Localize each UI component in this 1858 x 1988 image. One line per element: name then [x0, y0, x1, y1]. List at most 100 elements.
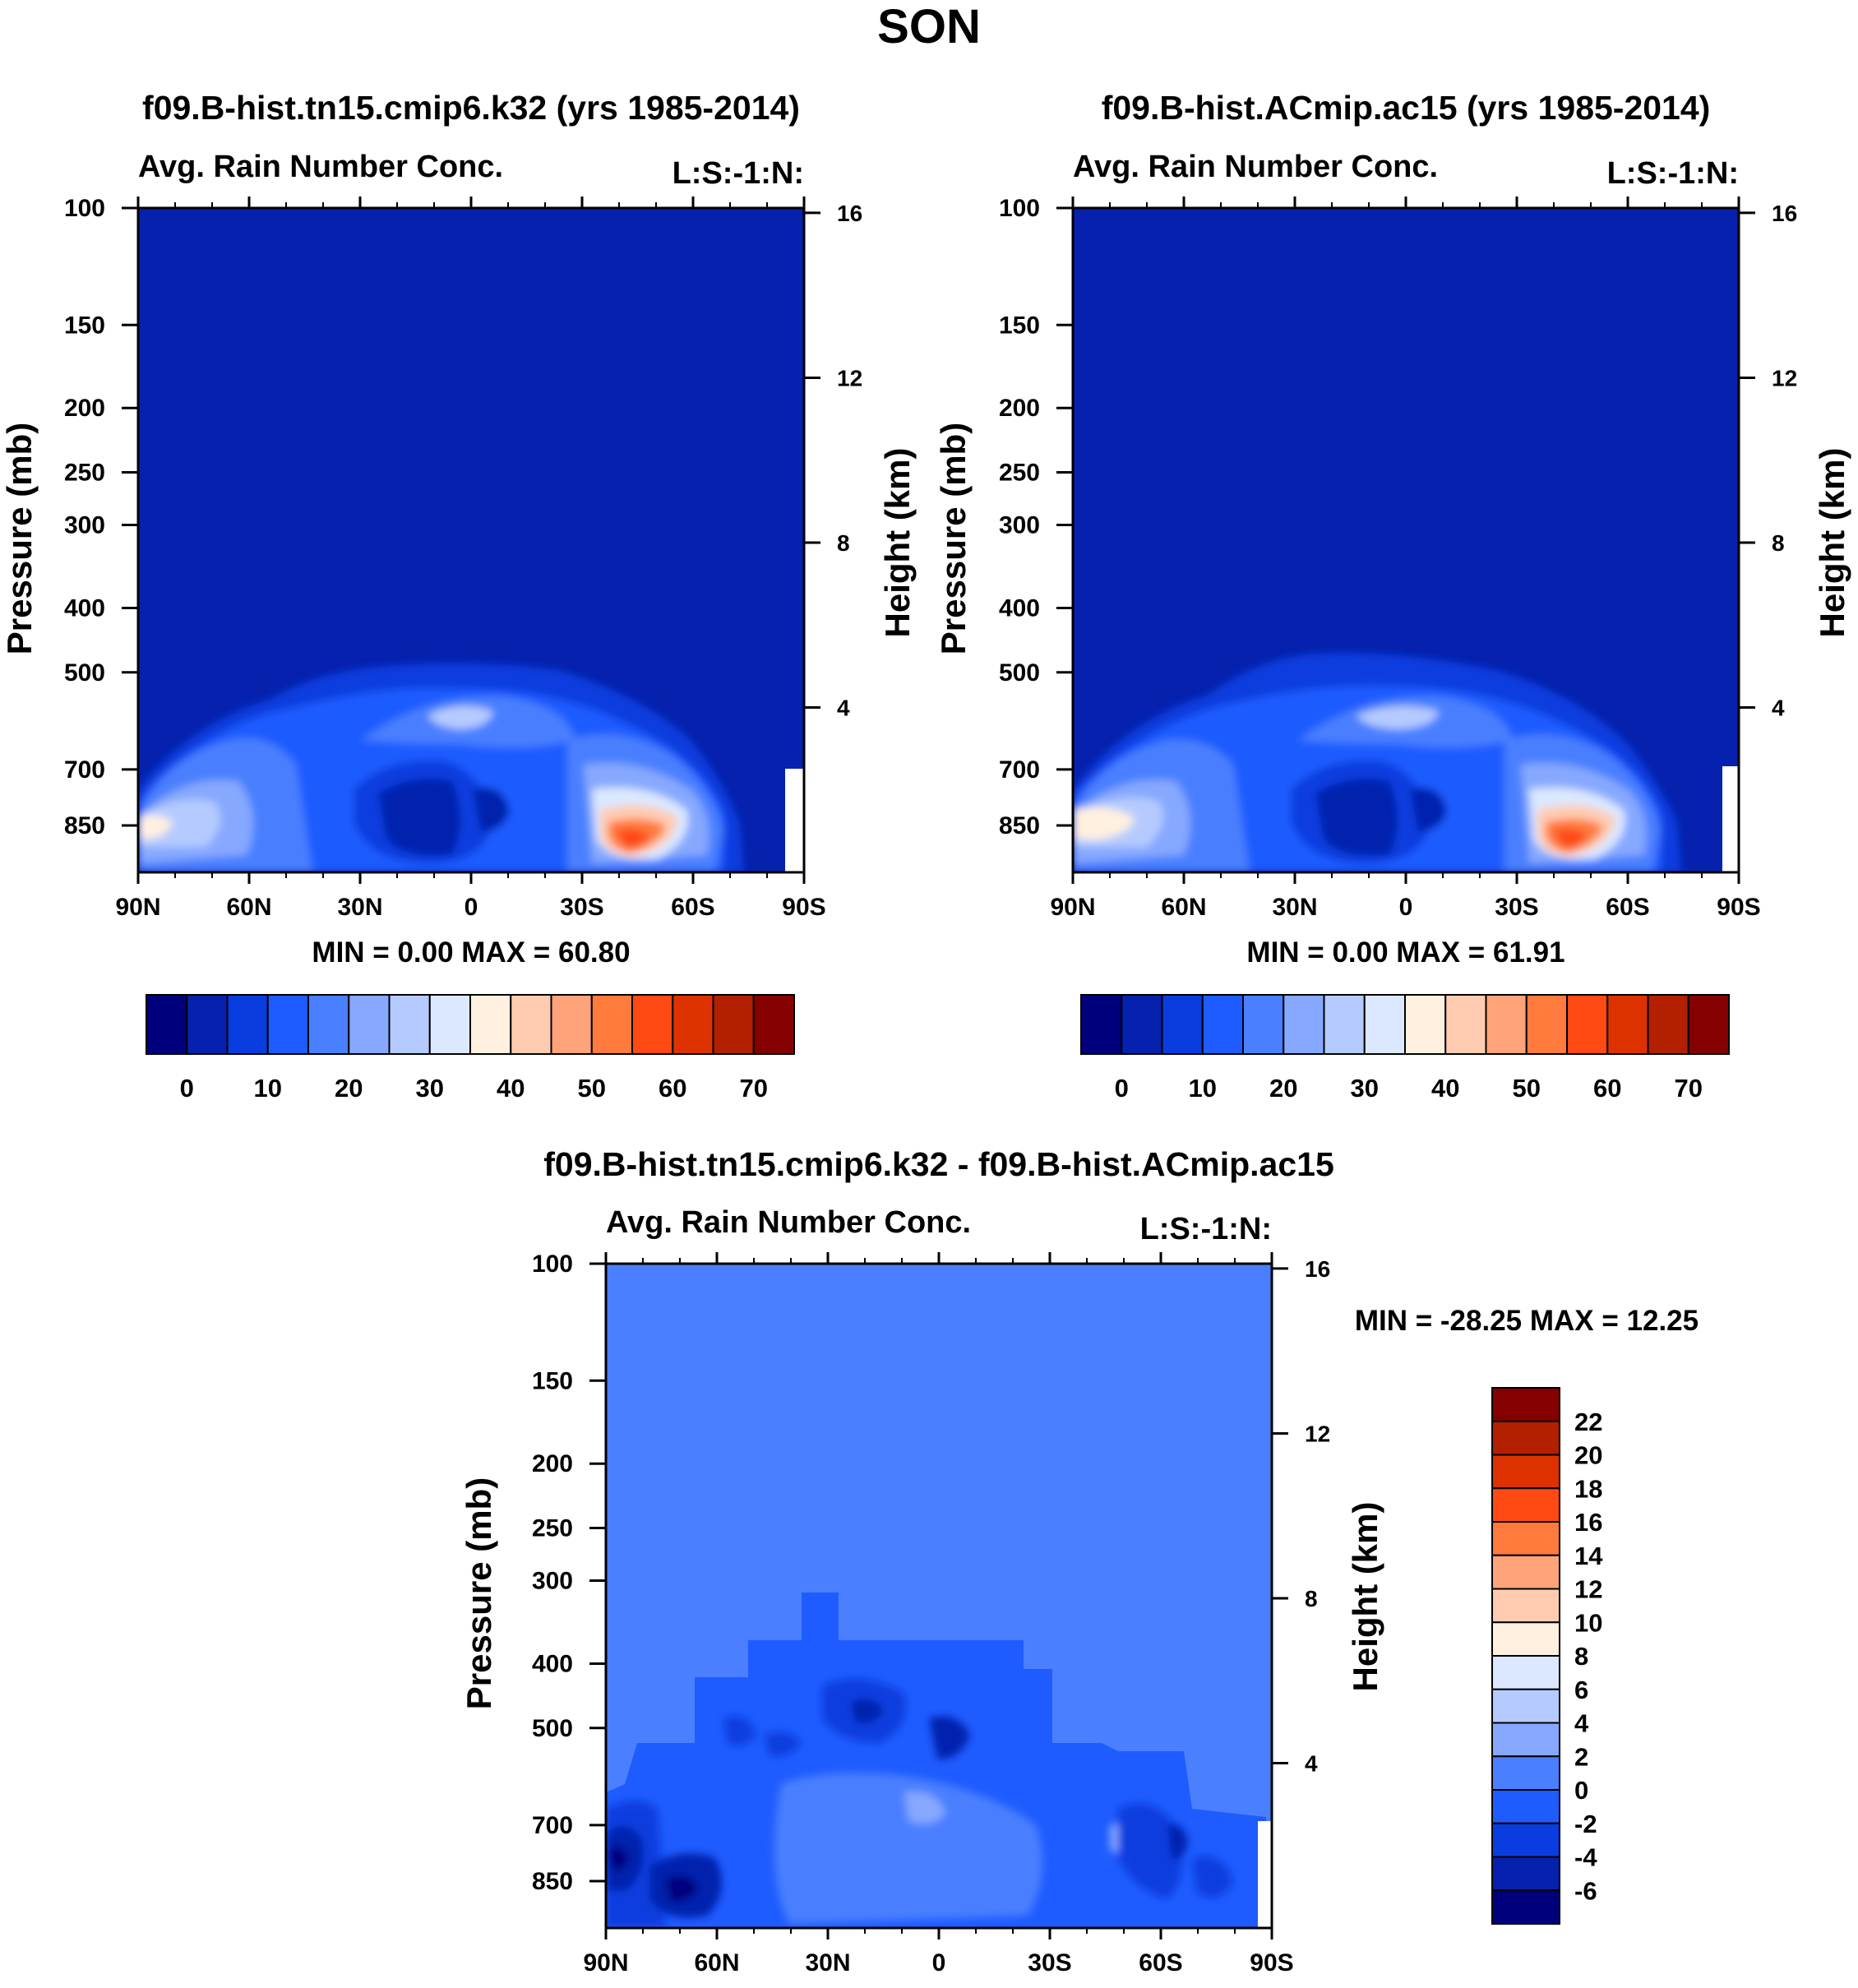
panel-left-axes: 90N 60N 30N 0 30S 60S 90S 100 150 200 250 300 400 500… — [64, 195, 862, 921]
colorbar-swatch — [1491, 1521, 1560, 1556]
colorbar-label: 10 — [1574, 1608, 1602, 1637]
y-tick-label: 850 — [64, 812, 105, 839]
colorbar-label: 50 — [578, 1074, 606, 1103]
y-tick-label: 150 — [532, 1367, 573, 1394]
x-tick-label: 90S — [1717, 894, 1760, 921]
colorbar-label: 60 — [1593, 1074, 1621, 1103]
y-tick-label: 500 — [532, 1715, 573, 1742]
colorbar-swatch — [266, 994, 309, 1055]
colorbar-label: 16 — [1574, 1508, 1602, 1537]
panel-right-colorbar: 0 10 20 30 40 50 60 70 — [1080, 994, 1730, 1103]
colorbar-swatch — [550, 994, 593, 1055]
colorbar-swatch — [752, 994, 795, 1055]
colorbar-swatch — [1491, 1454, 1560, 1490]
colorbar-label: 10 — [254, 1074, 282, 1103]
colorbar-swatch — [1491, 1822, 1560, 1858]
x-tick-label: 60N — [226, 894, 271, 921]
y-tick-label: 500 — [64, 659, 105, 687]
colorbar-label: 12 — [1574, 1575, 1602, 1604]
y-tick-label: 200 — [64, 395, 105, 422]
colorbar-swatch — [1525, 994, 1568, 1055]
y-tick-label: 400 — [999, 594, 1040, 622]
colorbar-swatch — [226, 994, 269, 1055]
panel-right-field — [1073, 208, 1739, 872]
colorbar-swatch — [1491, 1722, 1560, 1758]
colorbar-swatch — [469, 994, 512, 1055]
x-tick-label: 60S — [1139, 1949, 1182, 1976]
y-tick-label: 700 — [532, 1812, 573, 1839]
height-tick-label: 16 — [1305, 1256, 1330, 1282]
colorbar-swatch — [1491, 1487, 1560, 1523]
colorbar-label: 50 — [1513, 1074, 1541, 1103]
x-tick-label: 0 — [1399, 894, 1413, 921]
y-tick-label: 150 — [64, 312, 105, 339]
panel-right: f09.B-hist.ACmip.ac15 (yrs 1985-2014) Av… — [934, 89, 1851, 1103]
y-tick-label: 700 — [64, 756, 105, 784]
height-tick-label: 12 — [1772, 365, 1797, 391]
colorbar-swatch — [1080, 994, 1123, 1055]
panel-left-colorbar: 0 10 20 30 40 50 60 70 — [146, 994, 795, 1103]
colorbar-swatch — [348, 994, 391, 1055]
x-tick-label: 30S — [1028, 1949, 1071, 1976]
colorbar-swatch — [307, 994, 350, 1055]
panel-right-subtitle: Avg. Rain Number Conc. — [1073, 150, 1438, 184]
colorbar-swatch — [1491, 1420, 1560, 1456]
panel-right-stats: MIN = 0.00 MAX = 61.91 — [1246, 936, 1565, 969]
y-tick-label: 200 — [532, 1450, 573, 1477]
colorbar-label: 20 — [1269, 1074, 1297, 1103]
panel-diff-subtitle: Avg. Rain Number Conc. — [606, 1205, 971, 1240]
x-tick-label: 60N — [1161, 894, 1206, 921]
colorbar-label: 0 — [180, 1074, 194, 1103]
y-tick-label: 300 — [64, 512, 105, 539]
colorbar-swatch — [1444, 994, 1487, 1055]
colorbar-label: 40 — [497, 1074, 525, 1103]
colorbar-swatch — [631, 994, 674, 1055]
x-tick-label: 90S — [1250, 1949, 1293, 1976]
colorbar-swatch — [1485, 994, 1528, 1055]
y-tick-label: 400 — [532, 1650, 573, 1677]
height-tick-label: 16 — [1772, 201, 1797, 226]
colorbar-swatch — [712, 994, 755, 1055]
x-tick-label: 30S — [560, 894, 603, 921]
y-tick-label: 100 — [999, 195, 1040, 222]
colorbar-swatch — [1201, 994, 1244, 1055]
colorbar-swatch — [1491, 1621, 1560, 1657]
y-tick-label: 300 — [999, 512, 1040, 539]
height-tick-label: 4 — [1305, 1750, 1318, 1776]
colorbar-label: -4 — [1574, 1843, 1597, 1872]
colorbar-swatch — [1491, 1688, 1560, 1724]
height-tick-label: 8 — [1305, 1586, 1318, 1611]
height-tick-label: 16 — [837, 201, 862, 226]
colorbar-swatch — [1687, 994, 1730, 1055]
colorbar-label: 60 — [659, 1074, 686, 1103]
colorbar-swatch — [1323, 994, 1366, 1055]
x-tick-label: 0 — [932, 1949, 946, 1976]
x-tick-label: 90N — [583, 1949, 628, 1976]
colorbar-swatch — [1121, 994, 1163, 1055]
colorbar-label: 0 — [1574, 1776, 1588, 1805]
panel-right-axes: 90N 60N 30N 0 30S 60S 90S 100 150 200 250 300 400 500… — [999, 195, 1797, 921]
panel-diff-ylabel: Pressure (mb) — [460, 1477, 498, 1709]
colorbar-swatch — [186, 994, 229, 1055]
x-tick-label: 60S — [1606, 894, 1649, 921]
x-tick-label: 30N — [337, 894, 382, 921]
x-tick-label: 30S — [1495, 894, 1538, 921]
colorbar-label: 20 — [1574, 1441, 1602, 1470]
x-tick-label: 0 — [464, 894, 478, 921]
colorbar-swatch — [428, 994, 471, 1055]
panel-diff: f09.B-hist.tn15.cmip6.k32 - f09.B-hist.A… — [460, 1145, 1699, 1976]
colorbar-swatch — [1283, 994, 1325, 1055]
y-tick-label: 500 — [999, 659, 1040, 687]
colorbar-label: 70 — [1675, 1074, 1703, 1103]
panel-diff-stats: MIN = -28.25 MAX = 12.25 — [1355, 1305, 1699, 1337]
colorbar-swatch — [1404, 994, 1447, 1055]
colorbar-label: -2 — [1574, 1810, 1597, 1838]
colorbar-label: 6 — [1574, 1676, 1588, 1704]
panel-left-ylabel-right: Height (km) — [878, 448, 917, 638]
colorbar-swatch — [1491, 1655, 1560, 1690]
colorbar-swatch — [510, 994, 552, 1055]
panel-left-field — [138, 208, 804, 872]
x-tick-label: 30N — [1272, 894, 1317, 921]
colorbar-label: 22 — [1574, 1408, 1602, 1436]
